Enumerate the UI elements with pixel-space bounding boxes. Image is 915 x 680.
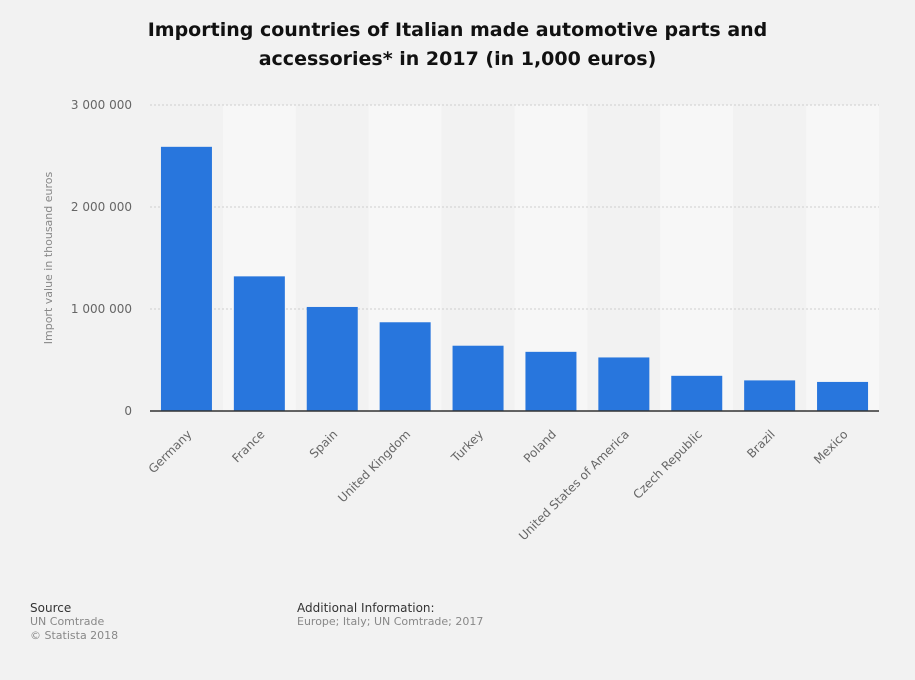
bar-united-kingdom — [379, 322, 431, 411]
plot-band — [660, 105, 734, 411]
additional-info-line: Europe; Italy; UN Comtrade; 2017 — [297, 615, 484, 628]
bar-spain — [306, 306, 358, 411]
chart-title-line-2: accessories* in 2017 (in 1,000 euros) — [258, 48, 657, 70]
x-tick-label: Poland — [521, 427, 559, 465]
bar-united-states-of-america — [598, 357, 650, 411]
source-heading: Source — [30, 601, 72, 615]
y-tick-label: 2 000 000 — [71, 200, 132, 214]
source-line: UN Comtrade — [30, 615, 105, 628]
x-tick-label: Czech Republic — [630, 427, 705, 502]
plot-band — [733, 105, 807, 411]
bar-chart: 0 1 000 000 2 000 000 3 000 000 Import value… — [42, 98, 879, 543]
y-tick-label: 3 000 000 — [71, 98, 132, 112]
copyright-line: © Statista 2018 — [30, 629, 119, 642]
x-tick-label: United Kingdom — [335, 427, 413, 505]
source-block: Source UN Comtrade © Statista 2018 — [30, 601, 118, 643]
x-tick-label: Spain — [307, 427, 341, 461]
bar-france — [233, 276, 285, 411]
x-tick-label: Turkey — [448, 427, 486, 465]
bar-germany — [160, 146, 212, 411]
plot-band — [806, 105, 879, 411]
additional-info-block: Additional Information: Europe; Italy; U… — [297, 601, 483, 629]
x-tick-label: Brazil — [744, 427, 778, 461]
additional-info-heading: Additional Information: — [297, 601, 435, 615]
bar-mexico — [817, 381, 869, 411]
bar-brazil — [744, 380, 796, 411]
bar-turkey — [452, 345, 504, 411]
chart-title-line-1: Importing countries of Italian made auto… — [147, 19, 768, 41]
x-tick-label: France — [229, 427, 267, 465]
bar-czech-republic — [671, 375, 723, 411]
chart-title: Importing countries of Italian made auto… — [0, 16, 915, 74]
y-tick-label: 1 000 000 — [71, 302, 132, 316]
y-axis-label: Import value in thousand euros — [42, 172, 55, 345]
bar-poland — [525, 351, 577, 411]
x-tick-label: Germany — [146, 427, 195, 476]
y-tick-label: 0 — [124, 404, 132, 418]
x-tick-label: Mexico — [811, 427, 851, 467]
